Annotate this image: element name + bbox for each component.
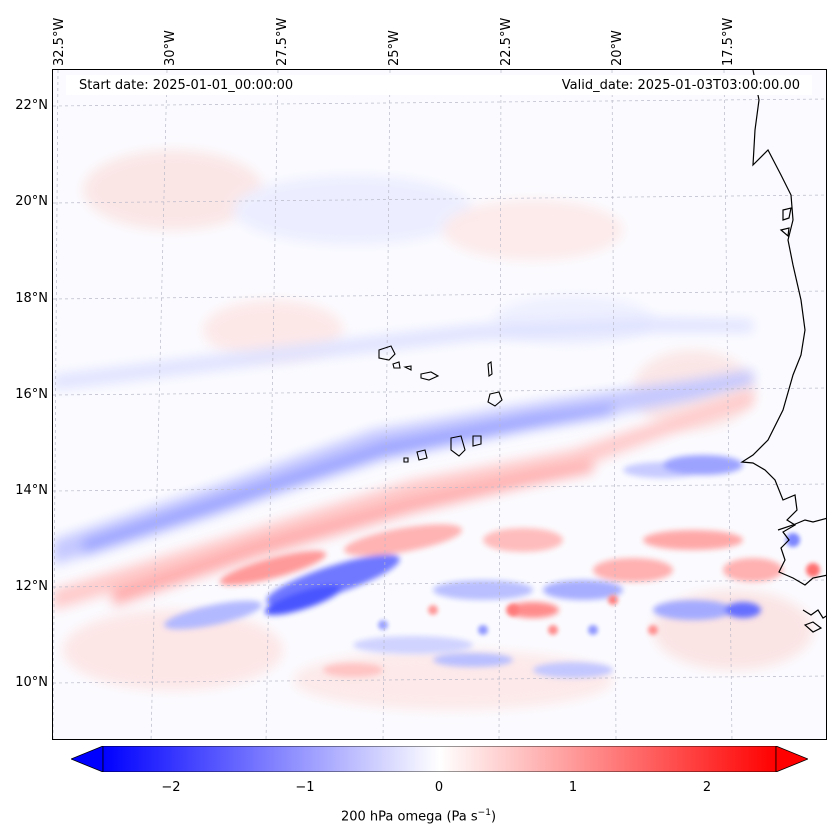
colorbar-tick-1: 1 [568, 780, 578, 795]
lat-label-14n: 14°N [15, 483, 48, 498]
colorbar-tick-neg2: −2 [161, 780, 181, 795]
red-band [53, 390, 753, 610]
start-date-label: Start date: 2025-01-01_00:00:00 [79, 78, 294, 93]
coastline [740, 70, 826, 633]
lon-label-27-5w: 27.5°W [275, 17, 290, 66]
colorbar-gradient [102, 746, 777, 772]
lat-label-18n: 18°N [15, 291, 48, 306]
lat-label-20n: 20°N [15, 194, 48, 209]
lat-label-16n: 16°N [15, 387, 48, 402]
lat-label-22n: 22°N [15, 98, 48, 113]
lon-label-20w: 20°W [610, 30, 625, 66]
lat-label-10n: 10°N [15, 675, 48, 690]
lower-blobs [164, 455, 783, 678]
gridlines [53, 70, 826, 739]
colorbar-tick-neg1: −1 [295, 780, 315, 795]
colorbar-low-extend [71, 746, 104, 772]
colorbar [71, 746, 808, 772]
lon-label-25w: 25°W [387, 30, 402, 66]
lat-label-12n: 12°N [15, 579, 48, 594]
lon-label-32-5w: 32.5°W [52, 17, 67, 66]
colorbar-tick-2: 2 [702, 780, 712, 795]
cape-verde-islands [378, 345, 503, 463]
colorbar-high-extend [775, 746, 808, 772]
colorbar-tick-0: 0 [434, 780, 444, 795]
omega-field [53, 70, 826, 739]
map-panel [52, 69, 827, 740]
speckles [378, 533, 820, 635]
header-strip [66, 75, 812, 95]
lon-label-22-5w: 22.5°W [499, 17, 514, 66]
lon-label-30w: 30°W [163, 30, 178, 66]
valid-date-label: Valid_date: 2025-01-03T03:00:00.00 [561, 78, 800, 93]
colorbar-label: 200 hPa omega (Pa s−1) [340, 808, 497, 825]
lon-label-17-5w: 17.5°W [721, 17, 736, 66]
blue-band-upper [53, 318, 753, 565]
